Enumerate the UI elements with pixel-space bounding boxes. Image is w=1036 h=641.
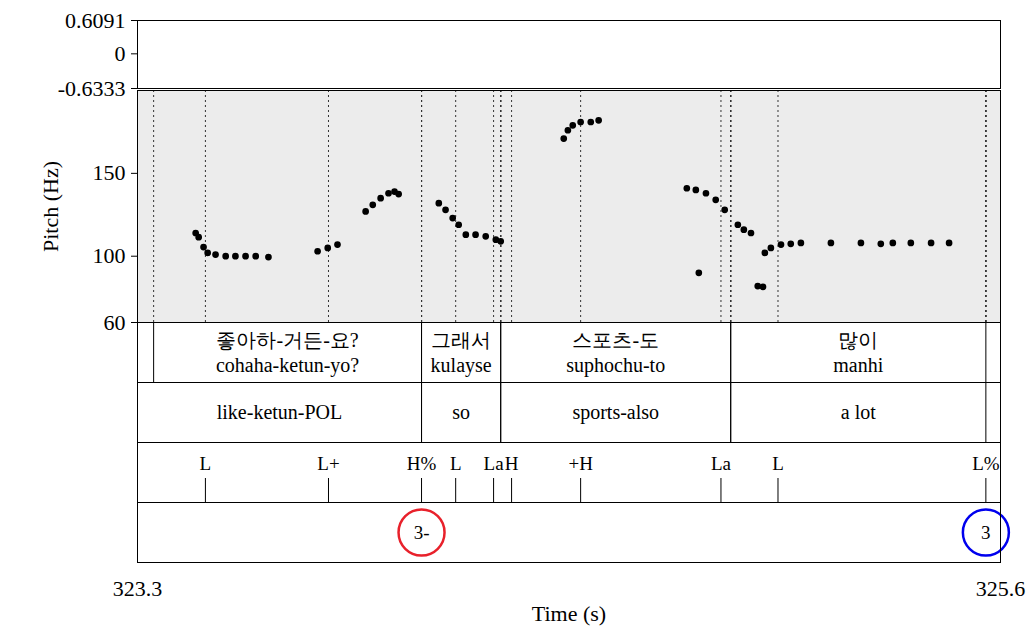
svg-text:sports-also: sports-also bbox=[572, 401, 659, 424]
svg-text:325.6: 325.6 bbox=[976, 576, 1026, 601]
svg-text:L: L bbox=[200, 453, 212, 474]
svg-text:323.3: 323.3 bbox=[113, 576, 163, 601]
svg-text:0: 0 bbox=[115, 41, 126, 66]
svg-text:많이: 많이 bbox=[838, 329, 878, 351]
svg-text:suphochu-to: suphochu-to bbox=[566, 354, 665, 377]
svg-text:100: 100 bbox=[93, 243, 126, 268]
svg-text:Time (s): Time (s) bbox=[532, 601, 606, 626]
svg-text:좋아하-거든-요?: 좋아하-거든-요? bbox=[216, 329, 358, 351]
svg-text:150: 150 bbox=[93, 160, 126, 185]
svg-text:a lot: a lot bbox=[841, 401, 876, 423]
svg-text:La: La bbox=[711, 453, 732, 474]
svg-text:L+: L+ bbox=[317, 453, 339, 474]
svg-text:Pitch (Hz): Pitch (Hz) bbox=[38, 161, 63, 252]
svg-text:manhi: manhi bbox=[833, 354, 883, 376]
svg-text:like-ketun-POL: like-ketun-POL bbox=[217, 401, 343, 423]
svg-text:H%: H% bbox=[407, 453, 437, 474]
svg-text:3-: 3- bbox=[414, 522, 430, 543]
svg-text:kulayse: kulayse bbox=[431, 354, 492, 377]
svg-text:0.6091: 0.6091 bbox=[65, 8, 126, 33]
svg-text:+H: +H bbox=[568, 453, 593, 474]
svg-text:그래서: 그래서 bbox=[431, 329, 491, 351]
svg-text:so: so bbox=[452, 401, 470, 423]
svg-text:cohaha-ketun-yo?: cohaha-ketun-yo? bbox=[216, 354, 359, 377]
svg-text:-0.6333: -0.6333 bbox=[58, 76, 126, 101]
svg-text:La: La bbox=[484, 453, 505, 474]
svg-text:스포츠-도: 스포츠-도 bbox=[572, 329, 659, 351]
svg-text:H: H bbox=[505, 453, 519, 474]
svg-text:L: L bbox=[772, 453, 784, 474]
svg-text:L%: L% bbox=[972, 453, 1000, 474]
svg-text:L: L bbox=[450, 453, 462, 474]
svg-text:60: 60 bbox=[104, 310, 126, 335]
svg-text:3: 3 bbox=[981, 522, 991, 543]
